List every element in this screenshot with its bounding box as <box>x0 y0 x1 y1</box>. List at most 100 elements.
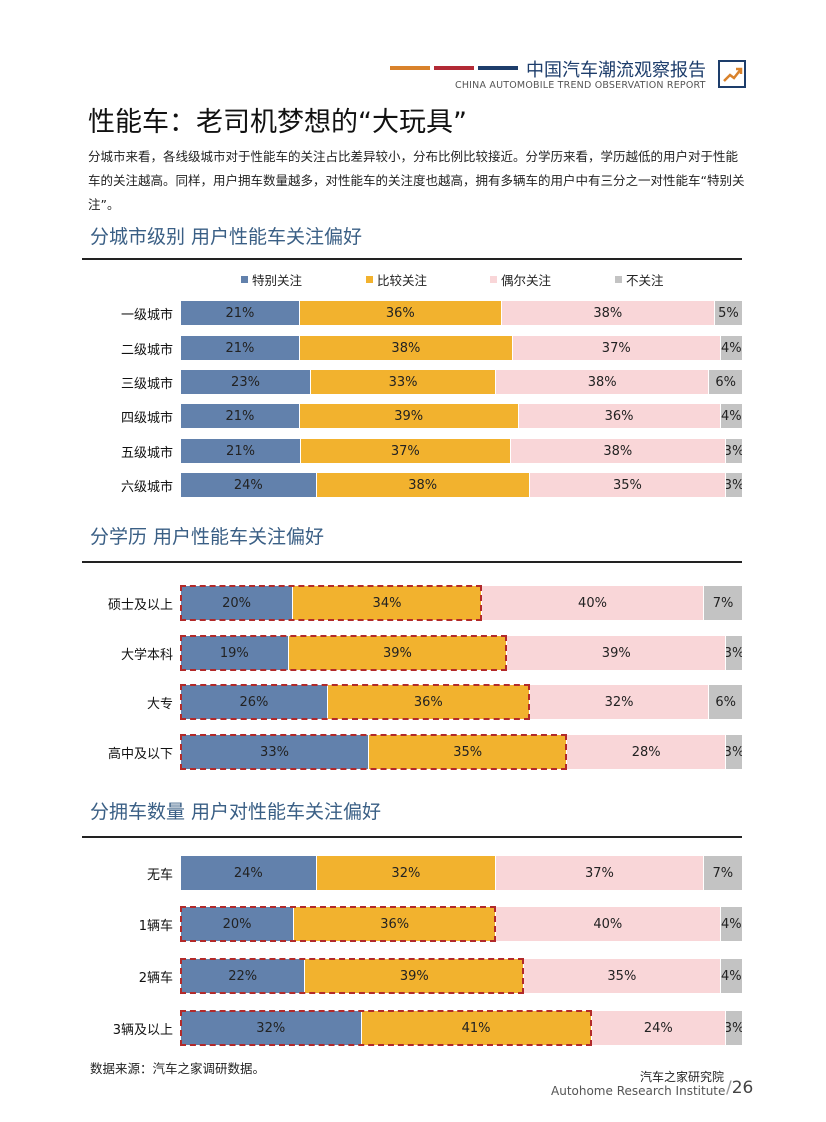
bar-segment-1: 39% <box>304 959 524 993</box>
bar-segment-3: 3% <box>725 636 742 670</box>
chart-title-car-count: 分拥车数量 用户对性能车关注偏好 <box>90 801 382 823</box>
bar-segment-2: 35% <box>528 473 726 497</box>
legend-label: 不关注 <box>626 273 664 288</box>
data-label: 24% <box>233 865 263 881</box>
data-label: 36% <box>604 408 634 424</box>
bar-segment-2: 38% <box>509 439 725 463</box>
data-label: 38% <box>408 477 438 493</box>
row-label: 硕士及以上 <box>107 598 173 613</box>
row-label: 高中及以下 <box>107 747 173 762</box>
data-label: 33% <box>388 374 418 390</box>
bar-segment-1: 41% <box>360 1011 591 1045</box>
data-label: 39% <box>394 408 424 424</box>
bar-segment-2: 38% <box>500 301 714 325</box>
data-label: 3% <box>726 646 742 661</box>
bar-segment-3: 4% <box>719 907 742 941</box>
stacked-bar: 20% 34% 40% 7% <box>181 586 742 620</box>
data-label: 38% <box>391 340 421 356</box>
data-label: 4% <box>720 340 742 356</box>
data-label: 21% <box>225 408 255 424</box>
row-label: 大专 <box>146 697 173 712</box>
stacked-bar: 33% 35% 28% 3% <box>181 735 742 769</box>
bar-segment-1: 38% <box>315 473 529 497</box>
row-label: 2辆车 <box>138 971 173 986</box>
row-label: 无车 <box>146 868 173 883</box>
legend-label: 偶尔关注 <box>501 273 552 288</box>
bar-segment-1: 39% <box>287 636 507 670</box>
data-label: 32% <box>256 1020 286 1036</box>
row-label: 一级城市 <box>120 308 173 323</box>
legend-item-1: 比较关注 <box>366 270 427 289</box>
page-number-value: 26 <box>731 1078 754 1098</box>
trend-chart-icon <box>718 60 746 88</box>
data-label: 7% <box>712 595 734 611</box>
stacked-bar: 24% 32% 37% 7% <box>181 856 742 890</box>
bar-segment-2: 39% <box>506 636 726 670</box>
bar-segment-0: 21% <box>181 301 299 325</box>
data-label: 36% <box>413 694 443 710</box>
data-label: 3% <box>726 478 742 493</box>
bar-segment-0: 26% <box>181 685 327 719</box>
bar-segment-0: 32% <box>181 1011 361 1045</box>
bar-segment-3: 3% <box>725 473 742 497</box>
stacked-bar: 21% 36% 38% 5% <box>181 301 742 325</box>
legend-item-0: 特别关注 <box>241 270 302 289</box>
stacked-bar: 21% 37% 38% 3% <box>181 439 742 463</box>
footer-org-cn: 汽车之家研究院 <box>640 1070 725 1084</box>
bar-segment-1: 36% <box>326 685 529 719</box>
data-label: 39% <box>601 645 631 661</box>
bar-segment-3: 5% <box>713 301 742 325</box>
data-label: 39% <box>383 645 412 661</box>
bar-segment-0: 21% <box>181 336 299 360</box>
footer-org-en: Autohome Research Institute <box>551 1084 726 1098</box>
chart-title-city: 分城市级别 用户性能车关注偏好 <box>90 226 363 248</box>
header-bar-navy <box>478 66 518 70</box>
data-label: 21% <box>225 305 255 321</box>
bar-segment-0: 21% <box>181 439 300 463</box>
data-label: 35% <box>607 968 637 984</box>
data-label: 6% <box>715 694 736 710</box>
divider-car-count <box>82 836 742 838</box>
stacked-bar: 24% 38% 35% 3% <box>181 473 742 497</box>
legend-item-2: 偶尔关注 <box>490 270 551 289</box>
page-number: /26 <box>726 1078 753 1098</box>
bar-segment-3: 4% <box>719 959 742 993</box>
bar-segment-3: 4% <box>719 336 742 360</box>
bar-segment-2: 35% <box>523 959 720 993</box>
bar-segment-1: 39% <box>298 404 518 428</box>
report-title: 中国汽车潮流观察报告 <box>526 60 706 81</box>
data-label: 41% <box>461 1020 491 1036</box>
data-label: 28% <box>631 744 661 760</box>
data-label: 24% <box>643 1020 673 1036</box>
row-label: 大学本科 <box>120 648 173 663</box>
stacked-bar: 26% 36% 32% 6% <box>181 685 742 719</box>
bar-segment-0: 20% <box>181 586 293 620</box>
row-label: 四级城市 <box>120 411 173 426</box>
bar-segment-2: 28% <box>566 735 725 769</box>
bar-segment-3: 3% <box>725 1011 742 1045</box>
data-label: 38% <box>603 443 633 459</box>
data-label: 7% <box>712 865 734 881</box>
bar-segment-0: 21% <box>181 404 299 428</box>
stacked-bar: 19% 39% 39% 3% <box>181 636 742 670</box>
bar-segment-1: 38% <box>298 336 512 360</box>
bar-segment-0: 20% <box>181 907 294 941</box>
bar-segment-3: 7% <box>702 856 742 890</box>
data-label: 3% <box>726 1021 742 1036</box>
data-label: 34% <box>372 595 402 611</box>
bar-segment-2: 37% <box>511 336 720 360</box>
data-label: 21% <box>226 443 255 459</box>
data-label: 38% <box>587 374 617 390</box>
row-label: 3辆及以上 <box>112 1023 173 1038</box>
bar-segment-2: 40% <box>480 586 704 620</box>
data-label: 39% <box>399 968 429 984</box>
data-label: 21% <box>225 340 255 356</box>
legend-item-3: 不关注 <box>615 270 664 289</box>
data-label: 19% <box>219 645 249 661</box>
legend-label: 特别关注 <box>252 273 303 288</box>
row-label: 二级城市 <box>120 343 173 358</box>
data-label: 40% <box>578 595 607 611</box>
row-label: 五级城市 <box>120 446 173 461</box>
bar-segment-3: 6% <box>708 685 742 719</box>
divider-city <box>82 258 742 260</box>
